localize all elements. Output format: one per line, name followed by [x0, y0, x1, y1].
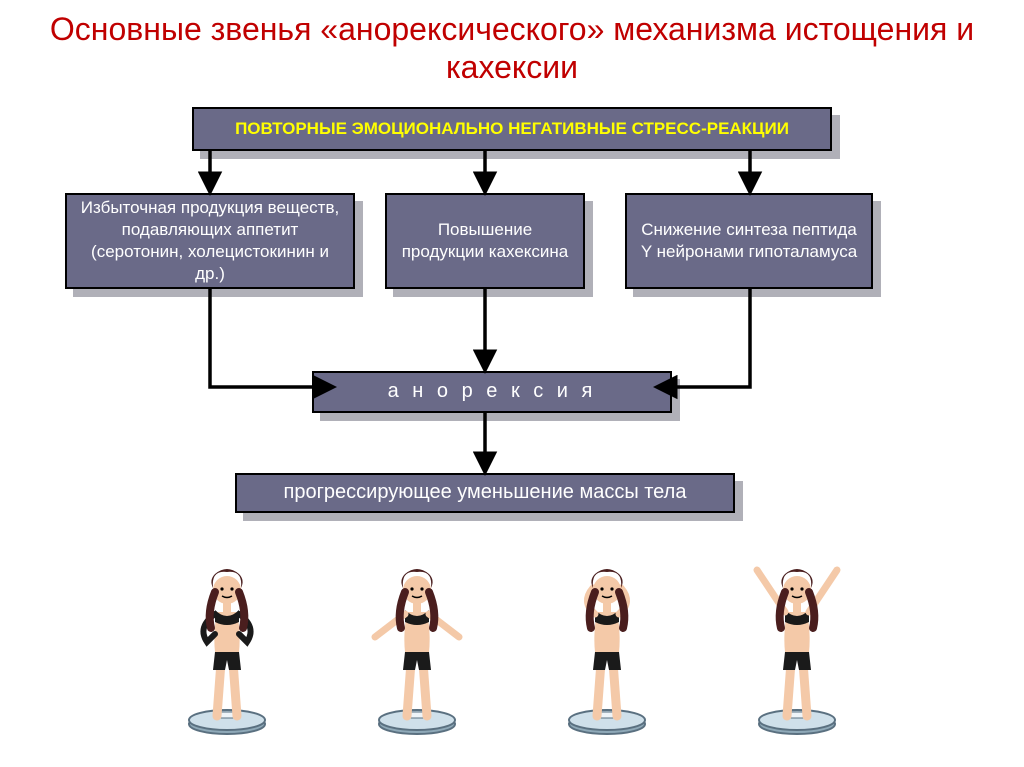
box-label: прогрессирующее уменьшение массы тела [284, 481, 687, 504]
figure-row [0, 552, 1024, 737]
box-cachexin: Повышение продукции кахексина [385, 193, 585, 289]
figure-arms-up [737, 552, 857, 737]
box-stress-reactions: ПОВТОРНЫЕ ЭМОЦИОНАЛЬНО НЕГАТИВНЫЕ СТРЕСС… [192, 107, 832, 151]
box-appetite-suppressors: Избыточная продукция веществ, подавляющи… [65, 193, 355, 289]
box-anorexia: а н о р е к с и я [312, 371, 672, 413]
box-label: Повышение продукции кахексина [399, 219, 571, 263]
figure-arms-out [357, 552, 477, 737]
figure-hands-hips [167, 552, 287, 737]
box-label: а н о р е к с и я [388, 380, 597, 403]
page-title: Основные звенья «анорексического» механи… [0, 0, 1024, 87]
box-peptide-y: Снижение синтеза пептида Y нейронами гип… [625, 193, 873, 289]
box-label: ПОВТОРНЫЕ ЭМОЦИОНАЛЬНО НЕГАТИВНЫЕ СТРЕСС… [235, 119, 789, 139]
flowchart: ПОВТОРНЫЕ ЭМОЦИОНАЛЬНО НЕГАТИВНЫЕ СТРЕСС… [0, 87, 1024, 747]
box-label: Избыточная продукция веществ, подавляющи… [79, 197, 341, 285]
box-mass-reduction: прогрессирующее уменьшение массы тела [235, 473, 735, 513]
box-label: Снижение синтеза пептида Y нейронами гип… [639, 219, 859, 263]
figure-hands-face [547, 552, 667, 737]
